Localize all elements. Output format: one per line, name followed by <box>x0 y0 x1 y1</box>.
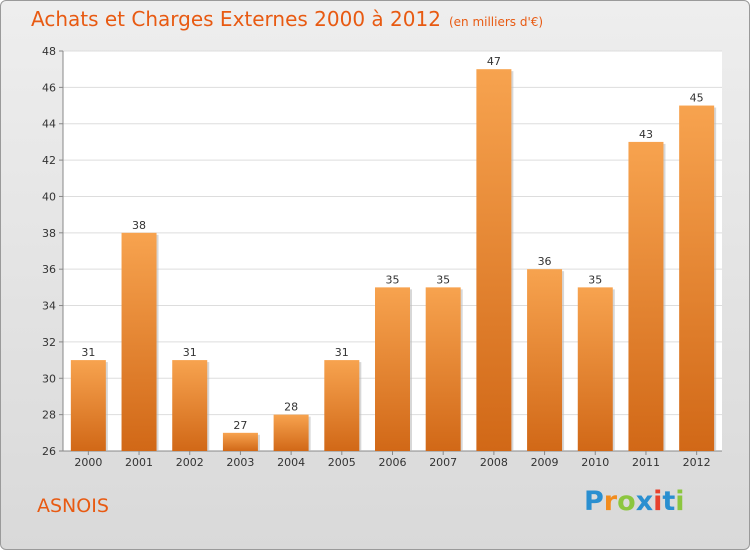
bar <box>375 287 410 451</box>
bar <box>425 287 461 451</box>
x-tick-label: 2009 <box>531 456 559 469</box>
x-tick-label: 2004 <box>277 456 305 469</box>
x-tick-label: 2006 <box>379 456 407 469</box>
x-tick-label: 2012 <box>683 456 711 469</box>
logo-letter: r <box>603 486 618 517</box>
data-label: 43 <box>639 128 653 141</box>
data-label: 27 <box>233 419 247 432</box>
bar <box>70 360 106 451</box>
logo-letter: t <box>662 486 676 517</box>
bar <box>222 432 258 451</box>
bar <box>121 232 157 451</box>
bars <box>70 69 717 451</box>
logo-letter: x <box>635 486 654 517</box>
y-tick-label: 42 <box>42 154 56 167</box>
y-tick-label: 36 <box>42 263 56 276</box>
bar <box>273 414 309 451</box>
bar <box>476 69 512 451</box>
y-tick-label: 46 <box>42 81 56 94</box>
y-tick-label: 48 <box>42 45 56 58</box>
proxiti-logo[interactable]: Proxiti <box>584 486 685 517</box>
x-tick-label: 2003 <box>226 456 254 469</box>
unit-text: (en milliers d'€) <box>448 15 544 29</box>
y-tick-label: 32 <box>42 336 56 349</box>
x-tick-label: 2000 <box>74 456 102 469</box>
data-label: 35 <box>386 273 400 286</box>
bar <box>527 269 563 451</box>
x-tick-label: 2010 <box>581 456 609 469</box>
bar <box>628 141 664 451</box>
bar <box>172 360 208 451</box>
data-label: 31 <box>81 346 95 359</box>
data-label: 35 <box>588 273 602 286</box>
y-tick-label: 40 <box>42 190 56 203</box>
labels: 26 28 30 32 34 36 38 40 42 44 46 48 2000 31 2001 38 2002… <box>42 45 711 469</box>
y-tick-label: 30 <box>42 372 56 385</box>
chart-title: Achats et Charges Externes 2000 à 2012 (e… <box>31 7 543 31</box>
bar <box>324 360 360 451</box>
x-tick-label: 2007 <box>429 456 457 469</box>
data-label: 35 <box>436 273 450 286</box>
title-text: Achats et Charges Externes 2000 à 2012 <box>31 7 441 31</box>
data-label: 45 <box>690 92 704 105</box>
y-tick-label: 28 <box>42 409 56 422</box>
data-label: 31 <box>183 346 197 359</box>
data-label: 47 <box>487 55 501 68</box>
x-tick-label: 2001 <box>125 456 153 469</box>
y-tick-label: 38 <box>42 227 56 240</box>
logo-letter: i <box>675 486 685 517</box>
data-label: 28 <box>284 401 298 414</box>
bar <box>679 105 715 451</box>
x-tick-label: 2002 <box>176 456 204 469</box>
data-label: 31 <box>335 346 349 359</box>
data-label: 36 <box>538 255 552 268</box>
y-tick-label: 34 <box>42 300 56 313</box>
logo-letter: P <box>584 486 604 517</box>
y-tick-label: 44 <box>42 118 56 131</box>
y-tick-label: 26 <box>42 445 56 458</box>
data-label: 38 <box>132 219 146 232</box>
logo-letter: o <box>617 486 636 517</box>
logo-letter: i <box>653 486 663 517</box>
x-tick-label: 2008 <box>480 456 508 469</box>
bar <box>577 287 613 451</box>
place-name: ASNOIS <box>37 495 109 517</box>
x-tick-label: 2005 <box>328 456 356 469</box>
x-tick-label: 2011 <box>632 456 660 469</box>
